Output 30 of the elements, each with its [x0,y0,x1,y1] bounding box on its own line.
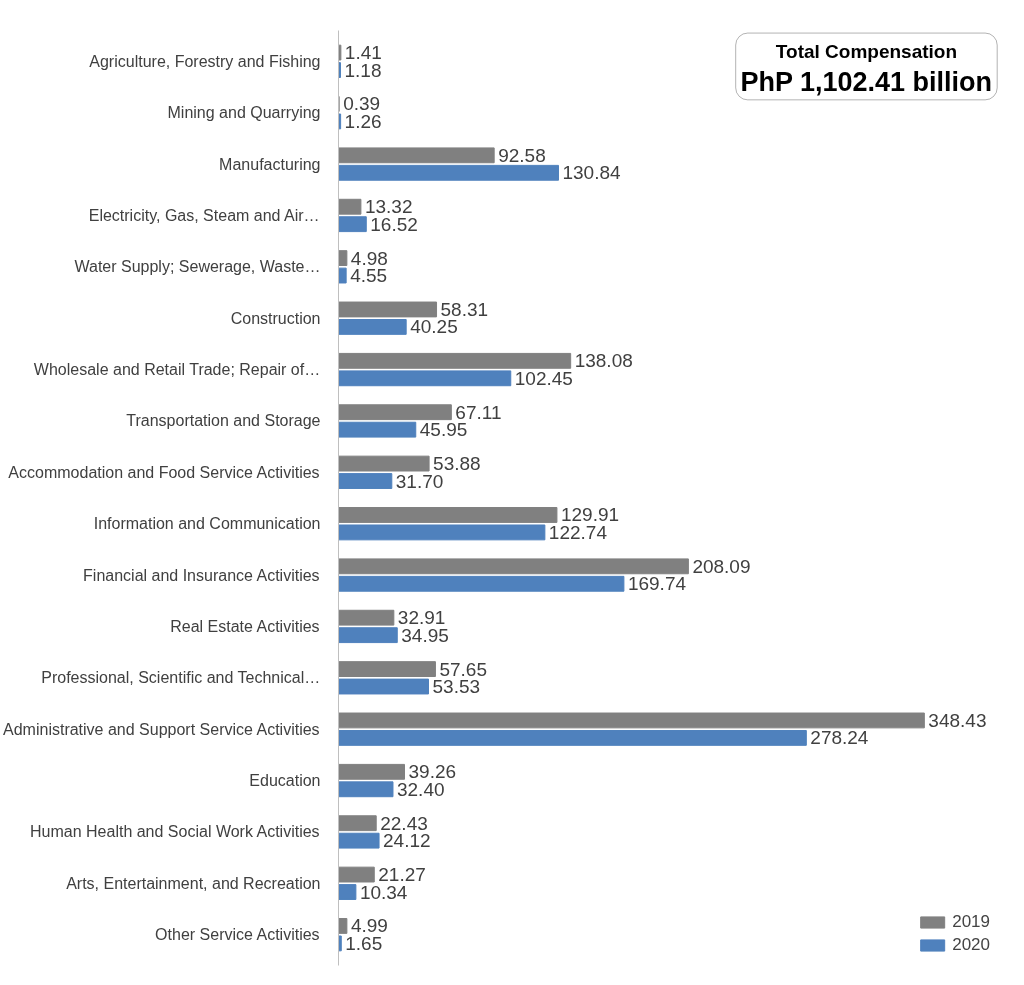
y-tick-label: Financial and Insurance Activities [83,566,320,584]
y-tick-label: Wholesale and Retail Trade; Repair of… [33,361,321,379]
data-label: 130.84 [562,162,622,184]
y-tick-label: Administrative and Support Service Activities [3,720,320,738]
y-tick-label: Water Supply; Sewerage, Waste… [74,258,321,276]
y-tick-label: Electricity, Gas, Steam and Air… [88,206,320,224]
annotation: Total Compensation [775,40,958,62]
annotation: PhP 1,102.41 billion [740,66,993,97]
legend-label: 2019 [952,912,990,932]
data-label: 208.09 [692,555,751,577]
y-tick-label: Agriculture, Forestry and Fishing [89,52,321,70]
data-label: 278.24 [810,727,869,749]
y-tick-label: Manufacturing [219,155,321,173]
y-tick-label: Mining and Quarrying [167,104,321,122]
data-label: 102.45 [514,367,573,389]
y-tick-label: Arts, Entertainment, and Recreation [66,874,321,892]
data-label: 169.74 [627,573,687,595]
y-tick-label: Professional, Scientific and Technical… [41,669,321,687]
data-label: 92.58 [498,144,546,166]
y-tick-label: Other Service Activities [155,926,320,944]
y-tick-label: Transportation and Storage [126,412,321,430]
legend-label: 2020 [952,935,990,955]
y-tick-label: Accommodation and Food Service Activities [8,463,320,481]
y-tick-label: Human Health and Social Work Activities [30,823,320,841]
data-label: 348.43 [928,709,987,731]
y-tick-label: Education [249,772,321,790]
data-label: 138.08 [574,350,633,372]
y-tick-label: Real Estate Activities [170,617,320,635]
y-tick-label: Information and Communication [93,515,321,533]
y-tick-label: Construction [230,309,321,327]
